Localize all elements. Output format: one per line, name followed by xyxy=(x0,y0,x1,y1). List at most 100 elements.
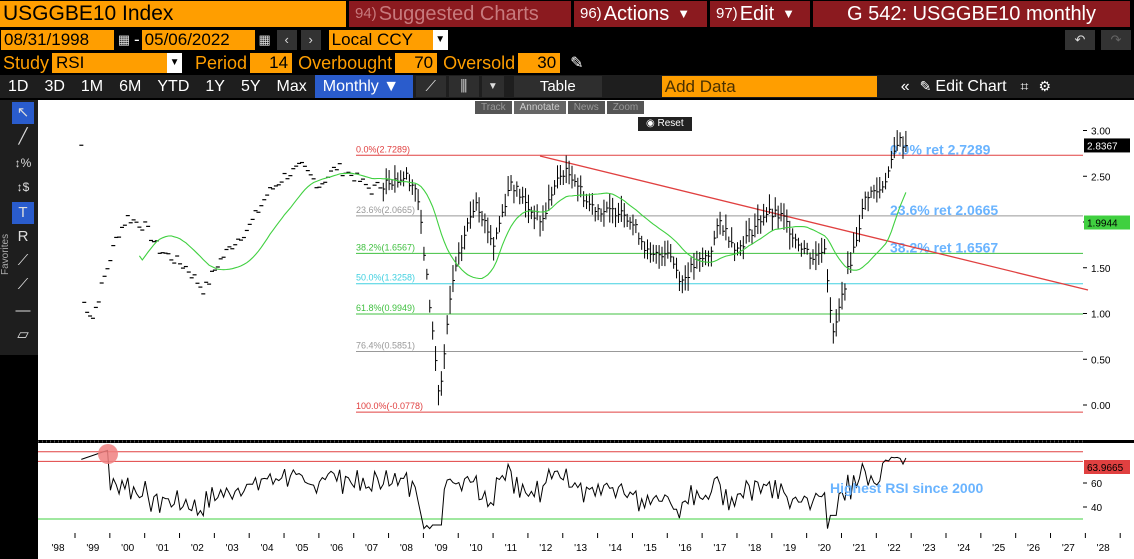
y-tick-label: 1.00 xyxy=(1091,310,1111,321)
rsi-y-tick-label: 60 xyxy=(1091,479,1103,490)
x-tick-label: '13 xyxy=(574,543,587,554)
price-change-icon[interactable]: ↕$ xyxy=(16,180,30,194)
fib-level-label: 100.0%(-0.0778) xyxy=(356,401,423,411)
fib-annotation: 38.2% ret 1.6567 xyxy=(890,239,998,255)
actions-label: Actions xyxy=(603,3,670,25)
actions-number: 96) xyxy=(580,5,602,22)
ticker-field[interactable]: USGGBE10 Index xyxy=(0,1,346,27)
range-1d-button[interactable]: 1D xyxy=(8,78,29,95)
add-data-input[interactable]: Add Data xyxy=(661,76,877,97)
ma-value-tag xyxy=(1084,215,1130,230)
fib-level-label: 50.0%(1.3258) xyxy=(356,273,415,283)
chevron-down-icon[interactable]: ▼ xyxy=(481,76,504,97)
fib-annotation: 0.0% ret 2.7289 xyxy=(890,141,991,157)
x-tick-label: '03 xyxy=(226,543,239,554)
overbought-label: Overbought xyxy=(298,52,393,73)
bar-chart-icon[interactable]: ⫼ xyxy=(448,76,479,97)
date-bar: 08/31/1998 ▦ - 05/06/2022 ▦ ‹ › Local CC… xyxy=(0,28,1134,51)
currency-select[interactable]: Local CCY xyxy=(328,29,433,50)
range-1y-button[interactable]: 1Y xyxy=(205,78,225,95)
draw-line-icon[interactable]: ╱ xyxy=(18,128,28,145)
cursor-icon[interactable]: ↖ xyxy=(12,102,34,124)
study-bar: Study RSI ▼ Period 14 Overbought 70 Over… xyxy=(0,52,1134,74)
x-tick-label: '00 xyxy=(121,543,134,554)
rsi-value-tag xyxy=(1084,460,1130,474)
x-tick-label: '04 xyxy=(261,543,274,554)
channel-icon[interactable]: ⟋ xyxy=(17,276,29,293)
collapse-icon[interactable]: « xyxy=(900,77,910,95)
chart-area[interactable]: 3.002.502.001.501.000.500.000.0%(2.7289)… xyxy=(38,100,1134,559)
news-button[interactable]: News xyxy=(567,101,605,114)
chevron-left-icon[interactable]: ‹ xyxy=(276,29,297,50)
fib-level-label: 61.8%(0.9949) xyxy=(356,303,415,313)
window-title: G 542: USGGBE10 monthly xyxy=(813,1,1130,27)
pencil-icon[interactable]: ✎ xyxy=(919,78,932,94)
line-chart-icon[interactable]: ⟋ xyxy=(415,76,446,97)
edit-number: 97) xyxy=(716,5,738,22)
y-tick-label: 0.50 xyxy=(1091,355,1111,366)
period-field[interactable]: 14 xyxy=(250,53,293,73)
actions-menu[interactable]: 96) Actions ▼ xyxy=(574,1,707,27)
frequency-select[interactable]: Monthly ▼ xyxy=(314,75,413,98)
track-button[interactable]: Track xyxy=(475,101,512,114)
text-icon[interactable]: T xyxy=(12,202,34,224)
edit-chart-button[interactable]: Edit Chart xyxy=(935,77,1007,95)
last-value-label: 2.8367 xyxy=(1087,141,1118,152)
chevron-down-icon[interactable]: ▼ xyxy=(167,53,183,73)
range-6m-button[interactable]: 6M xyxy=(119,78,142,95)
favorites-label: Favorites xyxy=(0,233,11,275)
oversold-label: Oversold xyxy=(443,52,516,73)
y-tick-label: 2.50 xyxy=(1091,172,1111,183)
overbought-field[interactable]: 70 xyxy=(395,53,438,73)
fibonacci-icon[interactable]: R xyxy=(17,228,29,245)
oversold-field[interactable]: 30 xyxy=(518,53,561,73)
settings-icon[interactable]: ⚙ xyxy=(1038,78,1051,94)
range-5y-button[interactable]: 5Y xyxy=(240,78,261,95)
moving-average-line xyxy=(138,172,907,280)
edit-menu[interactable]: 97) Edit ▼ xyxy=(710,1,810,27)
fib-level-label: 38.2%(1.6567) xyxy=(356,242,415,252)
chevron-down-icon[interactable]: ▼ xyxy=(432,29,448,50)
range-bar: 1D 3D 1M 6M YTD 1Y 5Y Max Monthly ▼ ⟋ ⫼ … xyxy=(0,75,1134,98)
undo-icon[interactable]: ↶ xyxy=(1065,29,1095,50)
horizontal-line-icon[interactable]: — xyxy=(15,302,31,319)
end-date-field[interactable]: 05/06/2022 xyxy=(141,29,255,50)
x-tick-label: '24 xyxy=(957,543,970,554)
fib-level-label: 0.0%(2.7289) xyxy=(356,144,410,154)
zoom-button[interactable]: Zoom xyxy=(606,101,645,114)
annotate-button[interactable]: Annotate xyxy=(513,101,566,114)
x-tick-label: '11 xyxy=(505,543,518,554)
x-tick-label: '25 xyxy=(992,543,1005,554)
suggested-charts-button[interactable]: 94) Suggested Charts xyxy=(349,1,571,27)
calendar-icon[interactable]: ▦ xyxy=(256,29,273,50)
fib-level-label: 23.6%(2.0665) xyxy=(356,205,415,215)
calendar-icon[interactable]: ▦ xyxy=(116,29,132,50)
x-tick-label: '19 xyxy=(783,543,796,554)
price-chart-svg[interactable]: 3.002.502.001.501.000.500.000.0%(2.7289)… xyxy=(38,100,1134,559)
chevron-right-icon[interactable]: › xyxy=(300,29,321,50)
start-date-field[interactable]: 08/31/1998 xyxy=(1,29,114,50)
table-button[interactable]: Table xyxy=(513,76,602,97)
x-tick-label: '98 xyxy=(51,543,64,554)
study-select[interactable]: RSI xyxy=(52,53,168,73)
x-tick-label: '10 xyxy=(470,543,483,554)
redo-icon[interactable]: ↷ xyxy=(1101,29,1131,50)
rsi-highlight-circle xyxy=(98,444,118,464)
x-tick-label: '17 xyxy=(713,543,726,554)
chart-control-bar: Track Annotate News Zoom xyxy=(475,101,646,114)
rsi-value-label: 63.9665 xyxy=(1087,463,1124,474)
caret-down-icon: ▼ xyxy=(677,6,691,21)
pencil-icon[interactable]: ✎ xyxy=(570,55,584,72)
x-tick-label: '02 xyxy=(191,543,204,554)
range-1m-button[interactable]: 1M xyxy=(80,78,104,95)
edit-layout-icon[interactable]: ⌗ xyxy=(1020,78,1029,94)
reset-button[interactable]: ◉ Reset xyxy=(638,117,692,131)
ma-value-label: 1.9944 xyxy=(1087,219,1118,230)
range-ytd-button[interactable]: YTD xyxy=(157,78,190,95)
main-plot-bg xyxy=(38,100,1083,440)
range-max-button[interactable]: Max xyxy=(276,78,307,95)
range-3d-button[interactable]: 3D xyxy=(44,78,65,95)
trend-line-icon[interactable]: ⟋ xyxy=(17,252,29,269)
percent-change-icon[interactable]: ↕% xyxy=(14,156,32,170)
shape-icon[interactable]: ▱ xyxy=(17,326,29,343)
